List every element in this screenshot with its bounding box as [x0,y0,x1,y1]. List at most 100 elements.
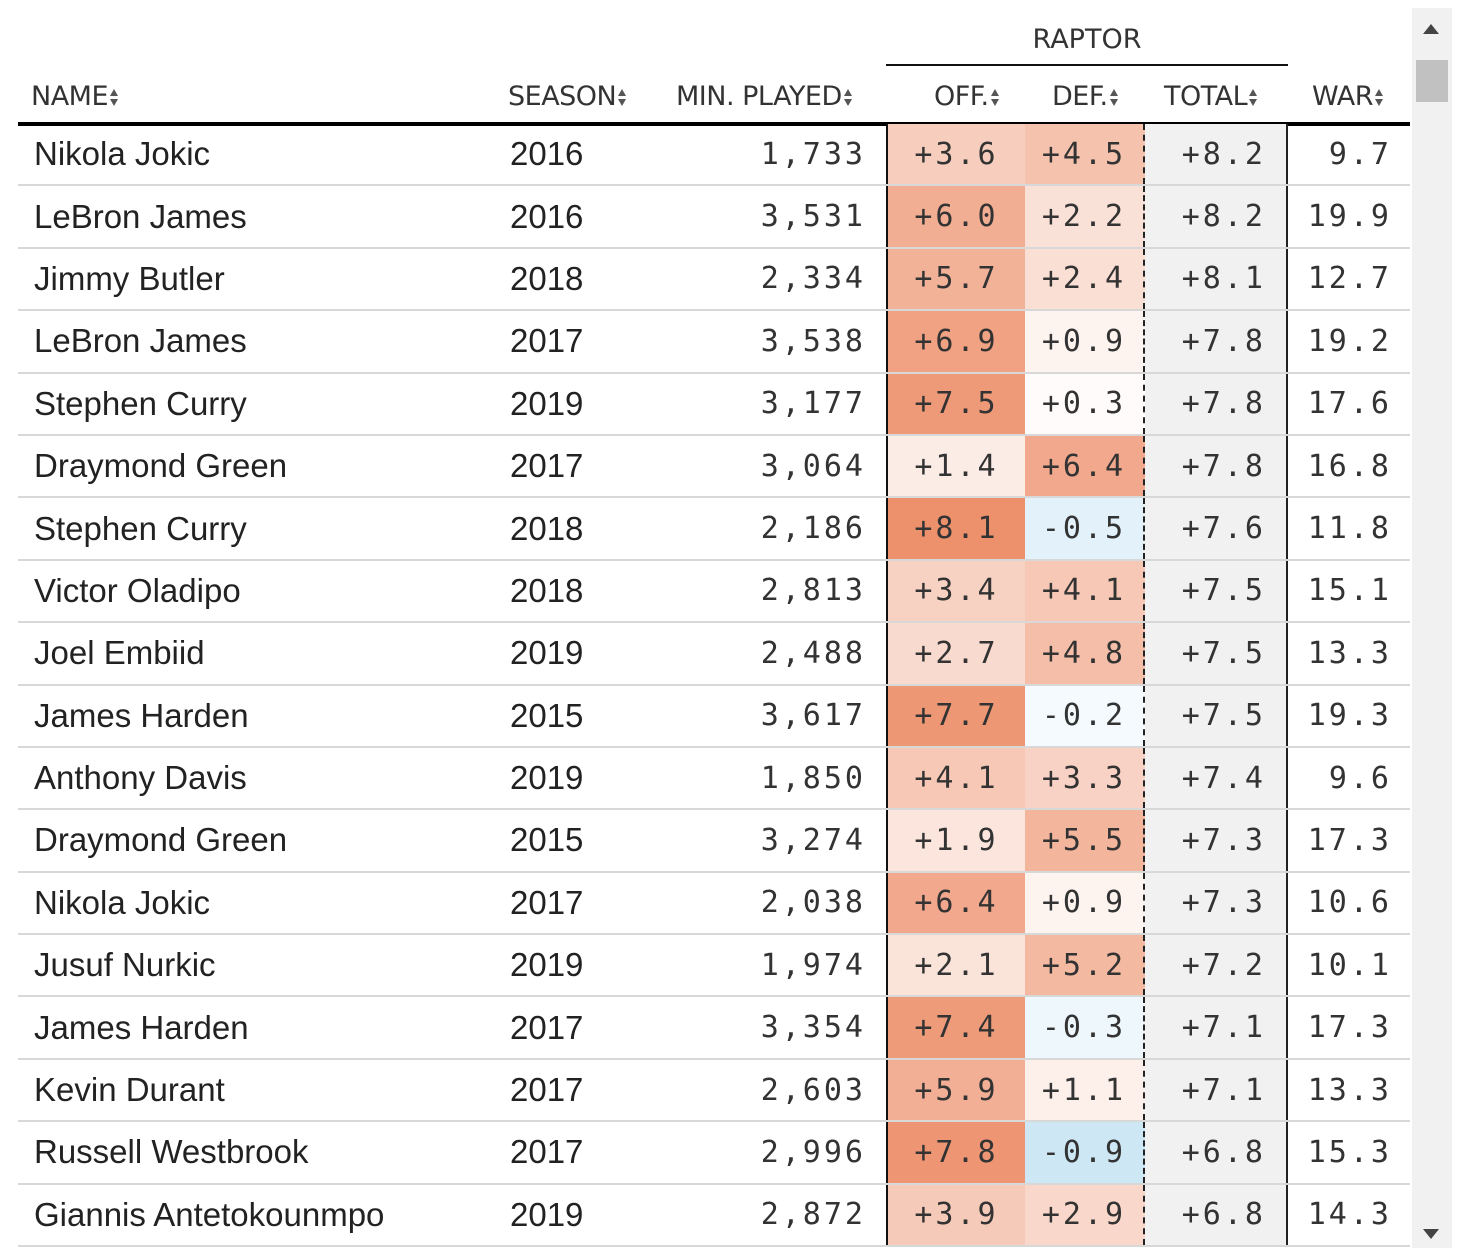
sort-name-header[interactable]: NAME [31,74,119,120]
table-row: Russell Westbrook 2017 2,996 +7.8 -0.9 +6.8 15… [18,1122,1410,1185]
raptor-def: -0.2 [1025,685,1145,746]
war-value: 13.3 [1307,1072,1392,1108]
player-name: Jusuf Nurkic [34,946,216,984]
war-value: 19.3 [1307,698,1392,734]
raptor-total: +6.8 [1145,1122,1288,1183]
table-row: Jusuf Nurkic 2019 1,974 +2.1 +5.2 +7.2 10.1 [18,935,1410,998]
table-row: Jimmy Butler 2018 2,334 +5.7 +2.4 +8.1 12.7 [18,248,1410,312]
raptor-off: +3.9 [886,1184,1025,1246]
scroll-down-arrow-icon[interactable] [1423,1229,1439,1239]
raptor-off: +7.7 [886,685,1025,746]
war-value: 9.7 [1328,136,1392,172]
season-value: 2017 [510,322,584,360]
raptor-off: +7.8 [886,1122,1025,1183]
war-value: 17.6 [1307,386,1392,422]
raptor-total: +7.5 [1145,560,1288,622]
sort-icon [1249,88,1258,107]
season-value: 2017 [510,1071,584,1109]
season-value: 2016 [510,135,584,173]
raptor-total: +7.8 [1145,435,1288,497]
player-name: James Harden [34,1008,249,1046]
player-name: Stephen Curry [34,384,247,422]
raptor-off: +3.4 [886,560,1025,622]
season-value: 2018 [510,509,584,547]
season-value: 2018 [510,571,584,609]
season-value: 2015 [510,821,584,859]
raptor-off: +8.1 [886,498,1025,559]
raptor-off: +6.0 [886,186,1025,247]
table-row: Anthony Davis 2019 1,850 +4.1 +3.3 +7.4 9.6 [18,747,1410,811]
sort-def-header[interactable]: DEF. [1052,74,1119,120]
raptor-def: +0.3 [1025,373,1145,434]
minutes-played: 1,974 [760,947,866,983]
minutes-played: 1,850 [760,760,866,796]
raptor-def: +2.4 [1025,248,1145,310]
raptor-total: +7.2 [1145,935,1288,996]
season-value: 2019 [510,1195,584,1233]
war-value: 17.3 [1307,1010,1392,1046]
raptor-total: +7.3 [1145,810,1288,871]
raptor-off: +7.4 [886,997,1025,1058]
raptor-off: +2.1 [886,935,1025,996]
sort-war-header[interactable]: WAR [1312,74,1384,120]
war-value: 17.3 [1307,822,1392,858]
raptor-off: +1.9 [886,810,1025,871]
season-value: 2019 [510,946,584,984]
minutes-played: 2,038 [760,885,866,921]
minutes-played: 2,488 [760,635,866,671]
raptor-total: +7.8 [1145,373,1288,434]
raptor-def: +0.9 [1025,311,1145,372]
sort-off-header[interactable]: OFF. [934,74,1000,120]
war-value: 11.8 [1307,511,1392,547]
raptor-def: +5.5 [1025,810,1145,871]
table-row: Stephen Curry 2019 3,177 +7.5 +0.3 +7.8 17.6 [18,373,1410,436]
raptor-total: +8.2 [1145,124,1288,185]
scrollbar-thumb[interactable] [1416,60,1448,102]
raptor-def: -0.5 [1025,498,1145,559]
minutes-played: 2,872 [760,1197,866,1233]
season-value: 2016 [510,197,584,235]
minutes-played: 3,617 [760,698,866,734]
raptor-total: +7.3 [1145,872,1288,934]
sort-icon [843,88,853,107]
name-header-label: NAME [31,81,109,112]
season-value: 2017 [510,1133,584,1171]
raptor-off: +6.9 [886,311,1025,372]
vertical-scrollbar[interactable] [1412,8,1452,1248]
raptor-total: +7.6 [1145,498,1288,559]
minutes-played: 3,177 [760,386,866,422]
scroll-up-arrow-icon[interactable] [1423,24,1439,34]
table-row: Joel Embiid 2019 2,488 +2.7 +4.8 +7.5 13.3 [18,623,1410,686]
war-value: 19.9 [1307,199,1392,235]
player-name: Jimmy Butler [34,259,225,297]
table-row: Nikola Jokic 2016 1,733 +3.6 +4.5 +8.2 9.7 [18,124,1410,187]
raptor-def: +3.3 [1025,747,1145,809]
sort-icon [1374,88,1384,107]
minutes-played: 3,531 [760,199,866,235]
sort-season-header[interactable]: SEASON [508,74,627,120]
off-header-label: OFF. [934,81,989,112]
player-name: James Harden [34,696,249,734]
season-value: 2018 [510,259,584,297]
player-name: Nikola Jokic [34,883,211,921]
player-name: Kevin Durant [34,1071,225,1109]
minutes-played: 2,603 [760,1072,866,1108]
season-value: 2017 [510,883,584,921]
raptor-off: +7.5 [886,373,1025,434]
table-row: James Harden 2015 3,617 +7.7 -0.2 +7.5 19.3 [18,685,1410,748]
sort-min-played-header[interactable]: MIN. PLAYED [676,74,853,120]
war-value: 10.1 [1307,947,1392,983]
sort-icon [990,88,1000,107]
raptor-off: +3.6 [886,124,1025,185]
player-name: Stephen Curry [34,509,247,547]
raptor-off: +2.7 [886,623,1025,684]
war-value: 12.7 [1307,261,1392,297]
table-row: LeBron James 2016 3,531 +6.0 +2.2 +8.2 19.9 [18,186,1410,249]
player-name: Anthony Davis [34,759,247,797]
raptor-def: +1.1 [1025,1059,1145,1121]
raptor-def: +2.2 [1025,186,1145,247]
raptor-def: +4.5 [1025,124,1145,185]
sort-total-header[interactable]: TOTAL [1164,74,1258,120]
table-row: LeBron James 2017 3,538 +6.9 +0.9 +7.8 19.2 [18,311,1410,374]
season-header-label: SEASON [508,81,617,112]
